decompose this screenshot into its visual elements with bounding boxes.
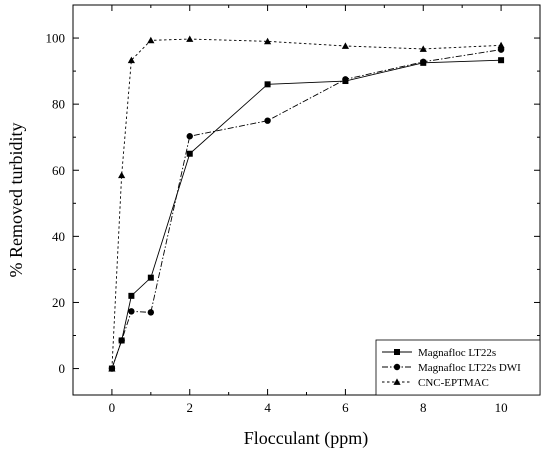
data-point <box>264 117 271 124</box>
data-point <box>342 76 349 83</box>
y-tick-label: 80 <box>52 97 65 112</box>
data-point <box>128 308 135 315</box>
legend-label: CNC-EPTMAC <box>418 377 489 389</box>
x-tick-label: 2 <box>187 400 194 415</box>
y-tick-label: 0 <box>59 361 66 376</box>
y-tick-label: 60 <box>52 163 65 178</box>
y-tick-label: 100 <box>46 31 66 46</box>
x-axis-title: Flocculant (ppm) <box>244 428 368 449</box>
series-circle <box>108 46 505 372</box>
x-tick-label: 4 <box>264 400 271 415</box>
data-point <box>147 274 154 281</box>
x-tick-label: 6 <box>342 400 349 415</box>
legend-label: Magnafloc LT22s DWI <box>418 362 521 374</box>
plot-frame <box>72 4 541 396</box>
data-point <box>419 45 427 52</box>
data-point <box>118 171 126 179</box>
data-point <box>127 56 135 64</box>
data-point <box>420 58 427 66</box>
data-point <box>128 292 135 299</box>
legend-box <box>375 339 541 396</box>
data-point <box>497 41 505 49</box>
legend-label: Magnafloc LT22s <box>418 347 496 359</box>
data-point <box>341 42 350 49</box>
series-triangle <box>108 35 505 372</box>
data-point <box>186 133 193 140</box>
legend-marker <box>393 378 401 385</box>
data-point <box>147 36 155 44</box>
series-line <box>111 38 502 369</box>
legend: Magnafloc LT22s Magnafloc LT22s DWI CNC-EP… <box>375 339 541 396</box>
data-point <box>118 337 125 344</box>
data-point <box>186 150 193 157</box>
series-square <box>108 57 505 372</box>
data-point <box>186 35 194 42</box>
legend-marker <box>393 363 401 371</box>
x-tick-label: 0 <box>109 400 116 415</box>
y-tick-label: 40 <box>52 229 65 244</box>
data-point <box>498 57 505 64</box>
series-line <box>111 59 502 369</box>
legend-marker <box>394 349 400 355</box>
data-point <box>263 37 272 45</box>
x-tick-label: 8 <box>420 400 427 415</box>
y-tick-label: 20 <box>52 295 65 310</box>
data-point <box>108 364 116 372</box>
series-line <box>111 49 502 369</box>
data-point <box>147 309 155 316</box>
y-axis-title: % Removed turbidity <box>6 123 26 278</box>
x-tick-label: 10 <box>495 400 508 415</box>
series-layer <box>108 35 505 372</box>
data-point <box>264 81 271 88</box>
